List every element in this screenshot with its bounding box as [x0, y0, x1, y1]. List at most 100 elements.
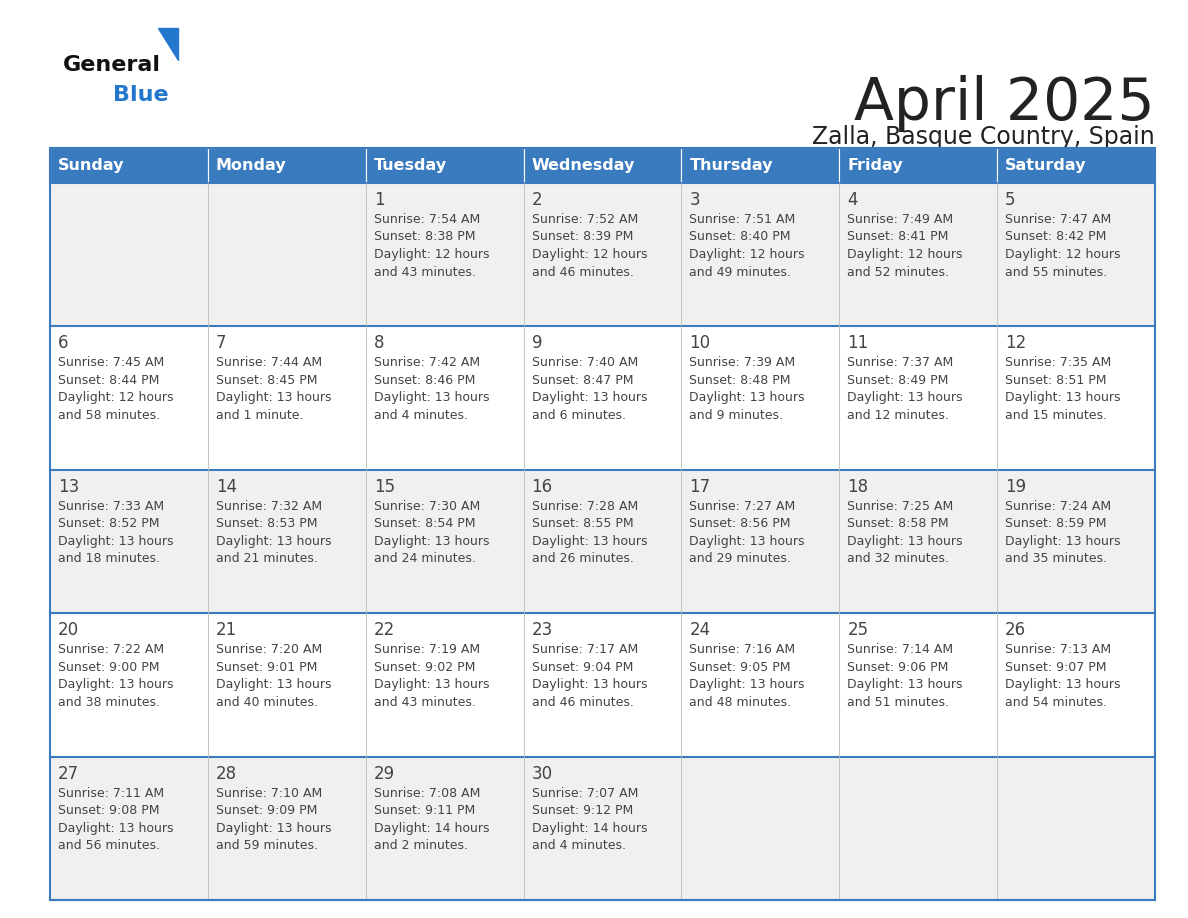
Text: and 32 minutes.: and 32 minutes. — [847, 553, 949, 565]
Text: Sunrise: 7:28 AM: Sunrise: 7:28 AM — [531, 499, 638, 513]
Text: Sunset: 8:56 PM: Sunset: 8:56 PM — [689, 518, 791, 531]
Text: Sunset: 8:39 PM: Sunset: 8:39 PM — [531, 230, 633, 243]
Text: 6: 6 — [58, 334, 69, 353]
Text: 17: 17 — [689, 477, 710, 496]
Text: Daylight: 12 hours: Daylight: 12 hours — [531, 248, 647, 261]
Text: and 24 minutes.: and 24 minutes. — [374, 553, 475, 565]
Text: Sunset: 8:45 PM: Sunset: 8:45 PM — [216, 374, 317, 386]
Text: Sunrise: 7:30 AM: Sunrise: 7:30 AM — [374, 499, 480, 513]
Text: Daylight: 14 hours: Daylight: 14 hours — [374, 822, 489, 834]
Text: Sunrise: 7:51 AM: Sunrise: 7:51 AM — [689, 213, 796, 226]
Bar — [839, 148, 997, 183]
Text: Daylight: 13 hours: Daylight: 13 hours — [374, 678, 489, 691]
Bar — [208, 148, 366, 183]
Text: and 46 minutes.: and 46 minutes. — [531, 265, 633, 278]
Text: and 26 minutes.: and 26 minutes. — [531, 553, 633, 565]
Text: Sunrise: 7:08 AM: Sunrise: 7:08 AM — [374, 787, 480, 800]
Text: and 59 minutes.: and 59 minutes. — [216, 839, 318, 852]
Text: Thursday: Thursday — [689, 158, 773, 173]
Text: 27: 27 — [58, 765, 80, 783]
Text: Daylight: 13 hours: Daylight: 13 hours — [847, 391, 962, 405]
Text: Sunrise: 7:32 AM: Sunrise: 7:32 AM — [216, 499, 322, 513]
Text: 5: 5 — [1005, 191, 1016, 209]
Bar — [682, 148, 839, 183]
Text: Daylight: 13 hours: Daylight: 13 hours — [847, 678, 962, 691]
Text: Sunset: 9:08 PM: Sunset: 9:08 PM — [58, 804, 159, 817]
Text: and 18 minutes.: and 18 minutes. — [58, 553, 160, 565]
Text: Zalla, Basque Country, Spain: Zalla, Basque Country, Spain — [813, 125, 1155, 149]
Text: Sunrise: 7:47 AM: Sunrise: 7:47 AM — [1005, 213, 1112, 226]
Text: Daylight: 12 hours: Daylight: 12 hours — [847, 248, 962, 261]
Text: Monday: Monday — [216, 158, 286, 173]
Bar — [50, 148, 208, 183]
Text: 26: 26 — [1005, 621, 1026, 639]
Text: Sunset: 8:54 PM: Sunset: 8:54 PM — [374, 518, 475, 531]
Text: Daylight: 13 hours: Daylight: 13 hours — [1005, 535, 1120, 548]
Text: Sunrise: 7:20 AM: Sunrise: 7:20 AM — [216, 644, 322, 656]
Text: and 52 minutes.: and 52 minutes. — [847, 265, 949, 278]
Text: and 56 minutes.: and 56 minutes. — [58, 839, 160, 852]
Text: and 15 minutes.: and 15 minutes. — [1005, 409, 1107, 422]
Text: Sunrise: 7:07 AM: Sunrise: 7:07 AM — [531, 787, 638, 800]
Text: 18: 18 — [847, 477, 868, 496]
Text: 9: 9 — [531, 334, 542, 353]
Text: Sunset: 8:52 PM: Sunset: 8:52 PM — [58, 518, 159, 531]
Text: Sunrise: 7:52 AM: Sunrise: 7:52 AM — [531, 213, 638, 226]
Text: Sunset: 9:04 PM: Sunset: 9:04 PM — [531, 661, 633, 674]
Text: Sunset: 9:09 PM: Sunset: 9:09 PM — [216, 804, 317, 817]
Bar — [50, 613, 1155, 756]
Text: and 51 minutes.: and 51 minutes. — [847, 696, 949, 709]
Text: Daylight: 13 hours: Daylight: 13 hours — [58, 822, 173, 834]
Text: Sunrise: 7:45 AM: Sunrise: 7:45 AM — [58, 356, 164, 369]
Text: Daylight: 13 hours: Daylight: 13 hours — [689, 391, 805, 405]
Bar — [50, 183, 1155, 327]
Text: Daylight: 13 hours: Daylight: 13 hours — [374, 535, 489, 548]
Text: 13: 13 — [58, 477, 80, 496]
Text: Sunrise: 7:16 AM: Sunrise: 7:16 AM — [689, 644, 796, 656]
Text: and 49 minutes.: and 49 minutes. — [689, 265, 791, 278]
Text: 29: 29 — [374, 765, 394, 783]
Text: Sunset: 9:02 PM: Sunset: 9:02 PM — [374, 661, 475, 674]
Text: 2: 2 — [531, 191, 542, 209]
Text: Sunday: Sunday — [58, 158, 125, 173]
Text: Sunset: 8:51 PM: Sunset: 8:51 PM — [1005, 374, 1107, 386]
Text: Sunset: 8:46 PM: Sunset: 8:46 PM — [374, 374, 475, 386]
Text: and 46 minutes.: and 46 minutes. — [531, 696, 633, 709]
Text: Daylight: 12 hours: Daylight: 12 hours — [58, 391, 173, 405]
Text: Sunset: 8:40 PM: Sunset: 8:40 PM — [689, 230, 791, 243]
Text: Daylight: 13 hours: Daylight: 13 hours — [689, 535, 805, 548]
Text: 14: 14 — [216, 477, 236, 496]
Text: 15: 15 — [374, 477, 394, 496]
Text: Sunrise: 7:44 AM: Sunrise: 7:44 AM — [216, 356, 322, 369]
Text: and 4 minutes.: and 4 minutes. — [531, 839, 626, 852]
Text: and 43 minutes.: and 43 minutes. — [374, 265, 475, 278]
Text: Daylight: 13 hours: Daylight: 13 hours — [1005, 391, 1120, 405]
Text: Daylight: 12 hours: Daylight: 12 hours — [1005, 248, 1120, 261]
Text: and 6 minutes.: and 6 minutes. — [531, 409, 626, 422]
Text: Sunset: 9:06 PM: Sunset: 9:06 PM — [847, 661, 949, 674]
Text: Sunset: 9:07 PM: Sunset: 9:07 PM — [1005, 661, 1107, 674]
Text: Sunrise: 7:54 AM: Sunrise: 7:54 AM — [374, 213, 480, 226]
Text: Sunset: 8:53 PM: Sunset: 8:53 PM — [216, 518, 317, 531]
Text: Sunrise: 7:49 AM: Sunrise: 7:49 AM — [847, 213, 954, 226]
Text: and 48 minutes.: and 48 minutes. — [689, 696, 791, 709]
Text: Daylight: 12 hours: Daylight: 12 hours — [689, 248, 805, 261]
Text: and 54 minutes.: and 54 minutes. — [1005, 696, 1107, 709]
Text: and 12 minutes.: and 12 minutes. — [847, 409, 949, 422]
Text: Sunrise: 7:22 AM: Sunrise: 7:22 AM — [58, 644, 164, 656]
Text: Sunrise: 7:13 AM: Sunrise: 7:13 AM — [1005, 644, 1111, 656]
Text: 25: 25 — [847, 621, 868, 639]
Text: 24: 24 — [689, 621, 710, 639]
Text: Daylight: 13 hours: Daylight: 13 hours — [216, 391, 331, 405]
Text: Sunrise: 7:35 AM: Sunrise: 7:35 AM — [1005, 356, 1112, 369]
Text: Sunset: 8:38 PM: Sunset: 8:38 PM — [374, 230, 475, 243]
Text: Sunrise: 7:25 AM: Sunrise: 7:25 AM — [847, 499, 954, 513]
Text: and 58 minutes.: and 58 minutes. — [58, 409, 160, 422]
Text: 3: 3 — [689, 191, 700, 209]
Text: Sunset: 8:44 PM: Sunset: 8:44 PM — [58, 374, 159, 386]
Text: Sunrise: 7:40 AM: Sunrise: 7:40 AM — [531, 356, 638, 369]
Text: Sunrise: 7:11 AM: Sunrise: 7:11 AM — [58, 787, 164, 800]
Text: Sunset: 8:55 PM: Sunset: 8:55 PM — [531, 518, 633, 531]
Text: Daylight: 13 hours: Daylight: 13 hours — [374, 391, 489, 405]
Text: Friday: Friday — [847, 158, 903, 173]
